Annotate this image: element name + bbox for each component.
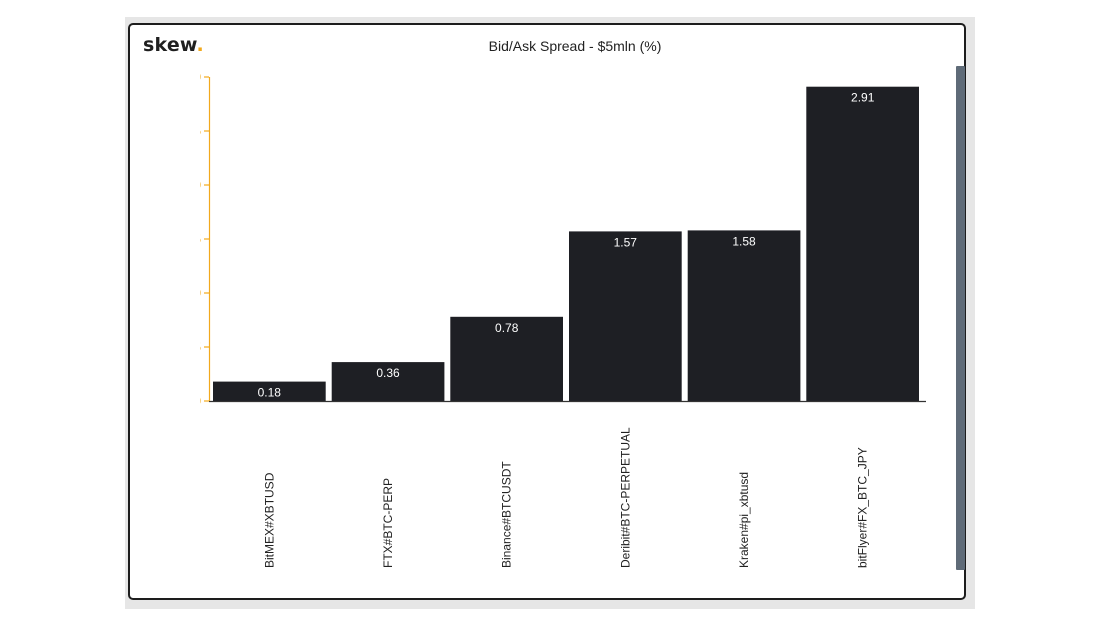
x-tick-label-0: BitMEX#XBTUSD: [262, 472, 276, 568]
bar-value-label-5: 2.91: [851, 91, 875, 105]
x-tick-label-3: Deribit#BTC-PERPETUAL: [618, 427, 632, 568]
bar-value-label-3: 1.57: [614, 235, 638, 249]
bar-5: [806, 86, 919, 401]
x-tick-label-1: FTX#BTC-PERP: [381, 478, 395, 568]
x-tick-label-5: bitFlyer#FX_BTC_JPY: [856, 447, 870, 568]
bar-value-label-2: 0.78: [495, 321, 519, 335]
x-tick-label-2: Binance#BTCUSDT: [500, 461, 514, 568]
y-tick-label-1: 0.5: [184, 340, 201, 354]
y-tick-label-2: 1.0: [184, 286, 201, 300]
y-tick-label-4: 2.0: [184, 178, 201, 192]
chart-title: Bid/Ask Spread - $5mln (%): [488, 38, 662, 54]
y-tick-label-0: 0.0: [184, 394, 201, 408]
bar-1: [331, 362, 445, 401]
vertical-scrollbar[interactable]: [956, 66, 965, 570]
bar-value-label-0: 0.18: [258, 386, 282, 400]
y-tick-label-6: 3.0: [184, 70, 201, 84]
logo-text: skew: [143, 34, 197, 56]
bar-value-label-4: 1.58: [732, 234, 756, 248]
logo-dot: .: [196, 34, 204, 56]
bar-3: [569, 231, 682, 401]
skew-logo: skew.: [143, 34, 204, 56]
x-tick-label-4: Kraken#pi_xbtusd: [737, 472, 751, 568]
bar-4: [687, 230, 801, 401]
y-tick-label-5: 2.5: [184, 124, 201, 138]
y-tick-label-3: 1.5: [184, 232, 201, 246]
bar-value-label-1: 0.36: [376, 366, 400, 380]
bar-2: [450, 316, 563, 401]
bar-0: [213, 381, 326, 401]
